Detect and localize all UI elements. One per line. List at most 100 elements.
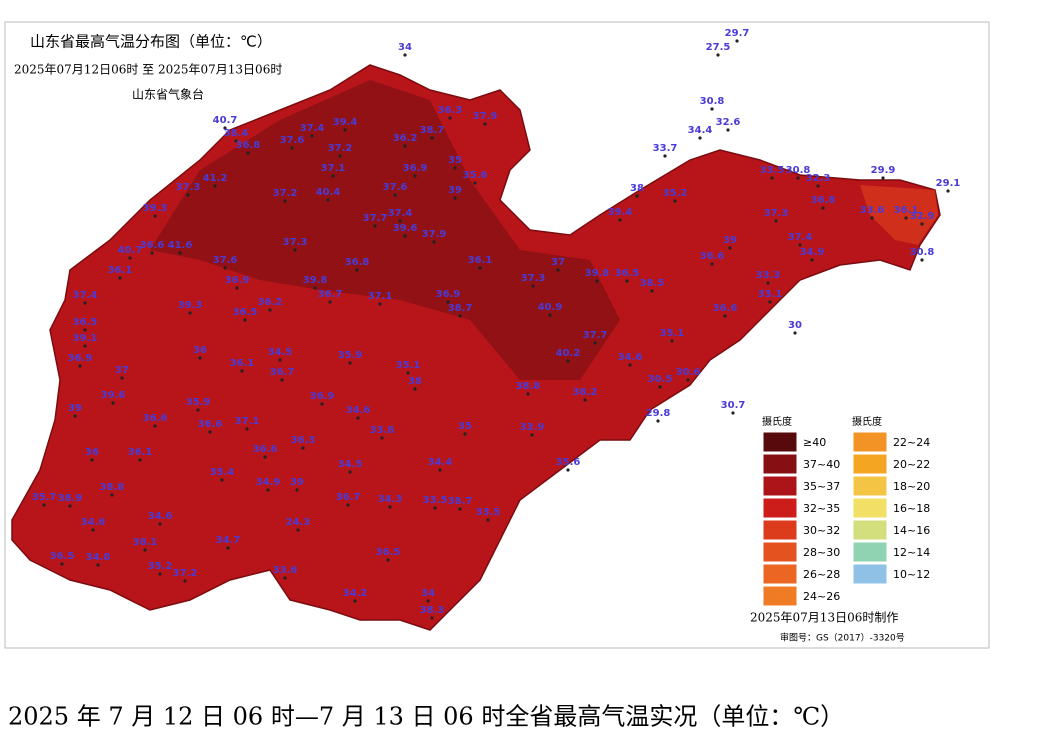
- station-dot: [430, 616, 434, 620]
- station-value: 36.1: [108, 265, 133, 276]
- station-value: 38.7: [420, 125, 445, 136]
- station-dot: [83, 301, 87, 305]
- station-value: 37.1: [235, 416, 260, 427]
- legend-swatch: [852, 497, 888, 519]
- station-value: 29.1: [936, 178, 961, 189]
- station-dot: [670, 339, 674, 343]
- station-value: 33.7: [653, 143, 678, 154]
- station-dot: [283, 576, 287, 580]
- legend-label: 30~32: [803, 524, 840, 537]
- station-value: 36.8: [345, 257, 370, 268]
- station-value: 29.8: [646, 408, 671, 419]
- station-dot: [373, 224, 377, 228]
- legend-label: 10~12: [893, 568, 930, 581]
- station-value: 29.9: [871, 165, 896, 176]
- station-dot: [196, 408, 200, 412]
- station-value: 30.5: [648, 374, 673, 385]
- station-value: 36.8: [811, 195, 836, 206]
- station-value: 38: [630, 183, 644, 194]
- station-dot: [870, 216, 874, 220]
- station-value: 36.6: [700, 251, 725, 262]
- station-dot: [223, 126, 227, 130]
- station-dot: [328, 300, 332, 304]
- station-value: 35.9: [338, 350, 363, 361]
- station-value: 37.3: [521, 273, 546, 284]
- station-dot: [548, 313, 552, 317]
- legend-swatch: [852, 431, 888, 453]
- station-value: 40.9: [538, 302, 563, 313]
- station-value: 36.5: [233, 307, 258, 318]
- station-dot: [220, 478, 224, 482]
- station-value: 35.9: [186, 397, 211, 408]
- station-dot: [686, 378, 690, 382]
- station-dot: [731, 411, 735, 415]
- station-dot: [293, 248, 297, 252]
- station-dot: [583, 398, 587, 402]
- station-value: 36.6: [140, 240, 165, 251]
- legend-swatch: [852, 563, 888, 585]
- station-value: 33.5: [760, 165, 785, 176]
- station-dot: [728, 246, 732, 250]
- station-value: 38.4: [224, 128, 249, 139]
- station-value: 39: [290, 477, 304, 488]
- station-dot: [378, 302, 382, 306]
- made-note: 2025年07月13日06时制作: [750, 611, 898, 625]
- station-dot: [453, 196, 457, 200]
- legend-swatch: [852, 475, 888, 497]
- station-value: 36.2: [393, 133, 418, 144]
- station-value: 33.6: [860, 205, 885, 216]
- map-period: 2025年07月12日06时 至 2025年07月13日06时: [14, 63, 282, 77]
- station-dot: [426, 599, 430, 603]
- legend-swatch: [852, 541, 888, 563]
- station-value: 37.2: [173, 568, 198, 579]
- station-dot: [770, 176, 774, 180]
- station-value: 35.1: [660, 328, 685, 339]
- legend-label: 22~24: [893, 436, 930, 449]
- station-value: 39.6: [393, 223, 418, 234]
- station-value: 36.6: [713, 303, 738, 314]
- station-value: 38.3: [420, 605, 445, 616]
- station-value: 34.6: [148, 511, 173, 522]
- station-dot: [526, 392, 530, 396]
- station-value: 36.8: [236, 140, 261, 151]
- legend-swatch: [762, 519, 798, 541]
- station-value: 36.1: [128, 447, 153, 458]
- hot-zone: [150, 80, 620, 380]
- station-value: 33.5: [476, 507, 501, 518]
- station-dot: [774, 219, 778, 223]
- station-dot: [768, 300, 772, 304]
- station-value: 40.4: [316, 187, 341, 198]
- station-value: 34.2: [343, 588, 368, 599]
- station-value: 37.7: [583, 330, 608, 341]
- station-dot: [331, 174, 335, 178]
- station-value: 39: [68, 403, 82, 414]
- station-value: 34.6: [618, 352, 643, 363]
- station-value: 37.3: [283, 237, 308, 248]
- station-dot: [353, 599, 357, 603]
- station-value: 36.2: [258, 297, 283, 308]
- station-dot: [355, 268, 359, 272]
- station-value: 35.1: [396, 360, 421, 371]
- station-value: 34.9: [256, 477, 281, 488]
- legend-label: 24~26: [803, 590, 840, 603]
- station-dot: [183, 579, 187, 583]
- station-dot: [356, 416, 360, 420]
- station-value: 33.6: [273, 565, 298, 576]
- station-dot: [158, 522, 162, 526]
- legend-label: 37~40: [803, 458, 840, 471]
- station-dot: [710, 262, 714, 266]
- station-value: 37.3: [176, 182, 201, 193]
- station-dot: [158, 572, 162, 576]
- station-dot: [388, 505, 392, 509]
- station-value: 36.1: [230, 358, 255, 369]
- station-value: 30.8: [786, 165, 811, 176]
- station-dot: [635, 194, 639, 198]
- station-value: 35.6: [463, 170, 488, 181]
- station-value: 36.9: [310, 391, 335, 402]
- station-value: 38.8: [516, 381, 541, 392]
- station-value: 37: [115, 365, 129, 376]
- station-dot: [595, 279, 599, 283]
- station-dot: [438, 468, 442, 472]
- station-value: 36.1: [894, 205, 919, 216]
- station-dot: [628, 363, 632, 367]
